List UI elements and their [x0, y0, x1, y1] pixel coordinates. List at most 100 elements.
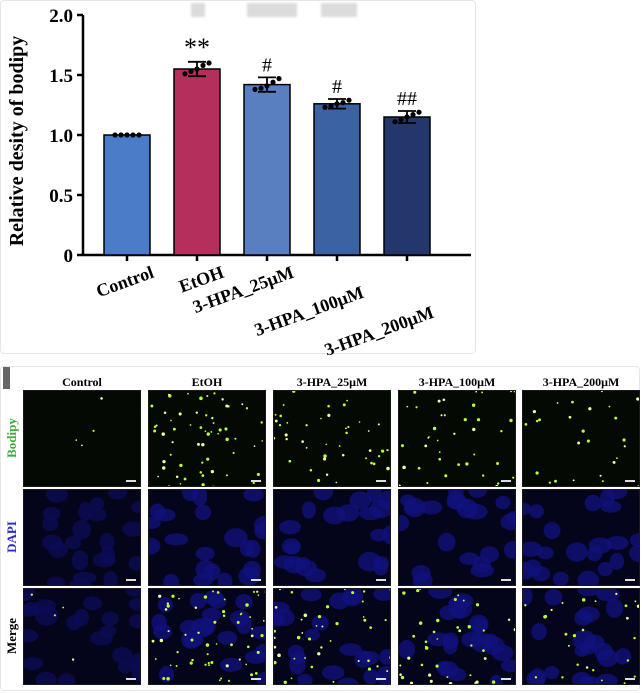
redacted-header-block: [247, 3, 297, 17]
micrograph-grid: Control EtOH 3-HPA_25μM 3-HPA_100μM 3-HPA_20…: [0, 366, 640, 691]
data-point: [392, 119, 398, 125]
micrograph-tile: [148, 489, 266, 586]
scale-bar: [251, 579, 261, 581]
data-point: [252, 86, 258, 92]
micrograph-tile: [148, 588, 266, 685]
column-header: Control: [62, 375, 102, 389]
micrograph-image: [399, 589, 515, 684]
data-point: [334, 101, 340, 107]
micrograph-image: [523, 589, 639, 684]
redacted-header-block: [191, 3, 205, 17]
y-tick-label: 0.5: [49, 186, 73, 207]
data-point: [194, 66, 200, 72]
data-point: [322, 104, 328, 110]
column-header: 3-HPA_200μM: [542, 375, 620, 389]
scale-bar: [126, 480, 136, 482]
micrograph-image: [274, 490, 390, 585]
micrograph-image: [523, 391, 639, 486]
scale-bar: [376, 480, 386, 482]
data-point: [206, 60, 212, 66]
data-point: [404, 114, 410, 120]
significance-label: ##: [397, 88, 417, 110]
micrograph-tile: [23, 390, 141, 487]
micrograph-image: [274, 589, 390, 684]
scale-bar: [126, 579, 136, 581]
row-label: DAPI: [4, 521, 19, 553]
micrograph-tile: [522, 489, 640, 586]
scale-bar: [376, 579, 386, 581]
scale-bar: [625, 579, 635, 581]
micrograph-tile: [398, 489, 516, 586]
bar: [173, 68, 221, 256]
data-point: [258, 85, 264, 91]
data-point: [264, 83, 270, 89]
column-header: 3-HPA_100μM: [418, 375, 496, 389]
data-point: [130, 132, 136, 138]
micrograph-tile: [398, 390, 516, 487]
micrograph-tile: [23, 489, 141, 586]
data-point: [398, 116, 404, 122]
micrograph-tile: [522, 588, 640, 685]
row-label: Merge: [4, 617, 19, 655]
data-point: [340, 100, 346, 106]
micrograph-image: [274, 391, 390, 486]
x-tick-label: Control: [93, 262, 156, 301]
micrograph-image: [24, 589, 140, 684]
scale-bar: [501, 579, 511, 581]
scale-bar: [126, 678, 136, 680]
data-point: [124, 132, 130, 138]
micrograph-image: [149, 490, 265, 585]
scale-bar: [251, 678, 261, 680]
data-point: [270, 79, 276, 85]
bar: [313, 103, 361, 256]
micrograph-image: [24, 490, 140, 585]
data-point: [182, 71, 188, 77]
significance-label: **: [184, 33, 210, 62]
scale-bar: [501, 480, 511, 482]
micrograph-image: [399, 490, 515, 585]
bar: [383, 116, 431, 256]
scale-bar: [376, 678, 386, 680]
column-header: EtOH: [191, 375, 223, 389]
y-tick-label: 0: [64, 246, 74, 267]
micrograph-tile: [148, 390, 266, 487]
data-point: [118, 132, 124, 138]
bar: [103, 134, 151, 256]
micrograph-image: [24, 391, 140, 486]
data-point: [136, 132, 142, 138]
scale-bar: [251, 480, 261, 482]
micrograph-tile: [522, 390, 640, 487]
panel-corner-mark: [3, 367, 10, 389]
row-label: Bodipy: [4, 418, 19, 458]
column-header: 3-HPA_25μM: [296, 375, 368, 389]
data-point: [276, 76, 282, 82]
significance-label: #: [262, 54, 272, 76]
scale-bar: [501, 678, 511, 680]
scale-bar: [625, 480, 635, 482]
data-point: [112, 132, 118, 138]
data-point: [416, 109, 422, 115]
micrograph-tile: [398, 588, 516, 685]
significance-label: #: [332, 76, 342, 98]
micrograph-image: [149, 589, 265, 684]
micrograph-tile: [23, 588, 141, 685]
data-point: [328, 103, 334, 109]
micrograph-image: [399, 391, 515, 486]
bar-chart-panel: 0 0.5 1.0 1.5 2.0 Relative desity of bodipy Co…: [0, 0, 476, 355]
data-point: [188, 68, 194, 74]
redacted-header-block: [321, 3, 357, 17]
data-point: [200, 62, 206, 68]
micrograph-image: [149, 391, 265, 486]
scale-bar: [625, 678, 635, 680]
micrograph-tile: [273, 588, 391, 685]
y-tick-label: 1.5: [49, 66, 73, 87]
micrograph-tile: [273, 489, 391, 586]
data-point: [346, 97, 352, 103]
bar: [243, 83, 291, 256]
data-point: [410, 112, 416, 118]
micrograph-tile: [273, 390, 391, 487]
micrograph-image: [523, 490, 639, 585]
y-tick-label: 1.0: [49, 126, 73, 147]
bar-chart: 0 0.5 1.0 1.5 2.0 Relative desity of bodipy Co…: [6, 6, 471, 355]
y-axis-title: Relative desity of bodipy: [6, 36, 28, 247]
